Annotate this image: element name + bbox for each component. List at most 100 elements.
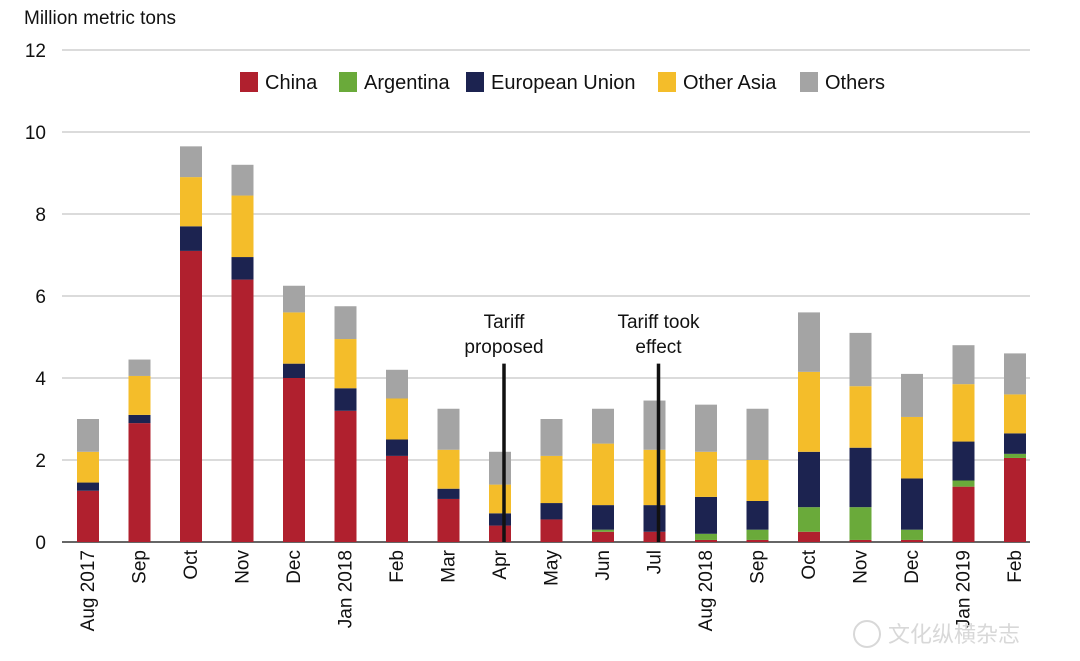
bar-segment-european-union: [283, 363, 305, 378]
x-tick-label: Jan 2019: [954, 550, 975, 628]
legend-item-china: China: [240, 72, 318, 94]
bar-segment-china: [128, 423, 151, 542]
x-tick-label: Sep: [748, 550, 769, 584]
bar-segment-other-asia: [798, 371, 820, 452]
bar-segment-european-union: [849, 447, 872, 508]
y-tick-label: 2: [35, 451, 46, 472]
bar-segment-others: [592, 408, 614, 444]
bar-segment-china: [952, 486, 975, 542]
x-tick-label: Mar: [439, 549, 460, 582]
bar-segment-others: [77, 419, 99, 452]
bar-stack: [128, 359, 151, 542]
bar-stack: [180, 146, 202, 542]
x-tick-label: Dec: [902, 550, 923, 584]
bar-segment-other-asia: [231, 195, 254, 258]
bar-segment-other-asia: [1004, 394, 1026, 434]
x-tick-label: May: [542, 550, 563, 586]
annotation-text: Tariff: [484, 312, 526, 333]
x-tick-label: Oct: [799, 549, 820, 579]
bar-segment-european-union: [592, 505, 614, 530]
legend-label: Other Asia: [683, 72, 777, 94]
x-tick-label: Oct: [181, 549, 202, 579]
bar-segment-european-union: [437, 488, 460, 499]
bar-stack: [437, 408, 460, 542]
bar-stack: [592, 408, 614, 542]
bar-stack: [695, 404, 717, 542]
legend-label: European Union: [491, 72, 636, 94]
x-tick-label: Feb: [1005, 550, 1026, 583]
bar-segment-others: [849, 332, 872, 387]
x-tick-label: Jun: [593, 550, 614, 581]
bar-segment-others: [540, 419, 563, 456]
bar-segment-others: [437, 408, 460, 450]
bar-segment-other-asia: [77, 451, 99, 483]
bar-stack: [489, 451, 511, 542]
x-tick-label: Dec: [284, 550, 305, 584]
x-tick-label: Nov: [233, 550, 254, 584]
bar-segment-other-asia: [437, 449, 460, 489]
bar-stack: [334, 306, 357, 542]
bar-segment-others: [128, 359, 151, 376]
x-tick-label: Aug 2017: [78, 550, 99, 631]
bar-segment-argentina: [746, 529, 769, 540]
y-tick-label: 4: [35, 369, 46, 390]
annotation-text: effect: [635, 337, 682, 358]
bar-segment-china: [180, 250, 202, 542]
bar-segment-argentina: [798, 507, 820, 532]
bar-stack: [849, 332, 872, 542]
bar-segment-others: [901, 373, 923, 417]
bar-segment-china: [798, 531, 820, 542]
legend-item-european-union: European Union: [466, 72, 636, 94]
bar-segment-european-union: [540, 503, 563, 520]
gridlines: [62, 49, 1030, 543]
x-tick-label: Jul: [645, 550, 666, 574]
bar-segment-others: [798, 312, 820, 372]
legend-item-other-asia: Other Asia: [658, 72, 777, 94]
bar-segment-others: [180, 146, 202, 178]
watermark: 文化纵横杂志: [853, 620, 1020, 648]
bar-segment-others: [489, 451, 511, 485]
bar-segment-others: [386, 369, 408, 399]
bar-stack: [283, 285, 305, 542]
bar-segment-other-asia: [334, 339, 357, 389]
bar-segment-other-asia: [180, 177, 202, 227]
bar-segment-others: [643, 400, 666, 450]
bar-segment-china: [643, 531, 666, 542]
legend-swatch: [339, 72, 357, 92]
bar-segment-european-union: [77, 482, 99, 491]
bar-stack: [386, 369, 408, 542]
bar-segment-china: [592, 531, 614, 542]
bar-segment-european-union: [798, 451, 820, 508]
y-tick-label: 8: [35, 205, 46, 226]
bar-segment-other-asia: [283, 312, 305, 364]
bar-segment-others: [283, 285, 305, 313]
bar-segment-other-asia: [952, 384, 975, 442]
bar-stack: [1004, 353, 1026, 542]
bar-segment-european-union: [489, 513, 511, 526]
bar-segment-china: [695, 539, 717, 542]
watermark-text: 文化纵横杂志: [888, 623, 1020, 648]
bar-segment-european-union: [643, 505, 666, 532]
bar-stack: [540, 419, 563, 542]
bar-segment-argentina: [901, 529, 923, 540]
legend: China Argentina European Union Other Asia Ot…: [240, 72, 885, 94]
bar-segment-china: [77, 490, 99, 542]
legend-label: China: [265, 72, 318, 94]
y-axis-unit-label: Million metric tons: [24, 8, 176, 29]
x-tick-label: Feb: [387, 550, 408, 583]
bar-segment-china: [901, 539, 923, 542]
bar-stack: [77, 419, 99, 542]
bar-segment-others: [746, 408, 769, 460]
annotation-tariff-took-effect: Tariff took effect: [617, 312, 700, 542]
bar-segment-european-union: [334, 388, 357, 411]
y-tick-label: 10: [25, 123, 46, 144]
bar-segment-argentina: [592, 529, 614, 532]
bar-segment-argentina: [1004, 453, 1026, 458]
weibo-logo-icon: [853, 620, 881, 648]
bar-segment-others: [1004, 353, 1026, 395]
bar-segment-european-union: [128, 414, 151, 424]
bar-segment-others: [334, 306, 357, 340]
bar-segment-china: [283, 378, 305, 542]
bar-segment-other-asia: [901, 416, 923, 479]
legend-swatch: [240, 72, 258, 92]
